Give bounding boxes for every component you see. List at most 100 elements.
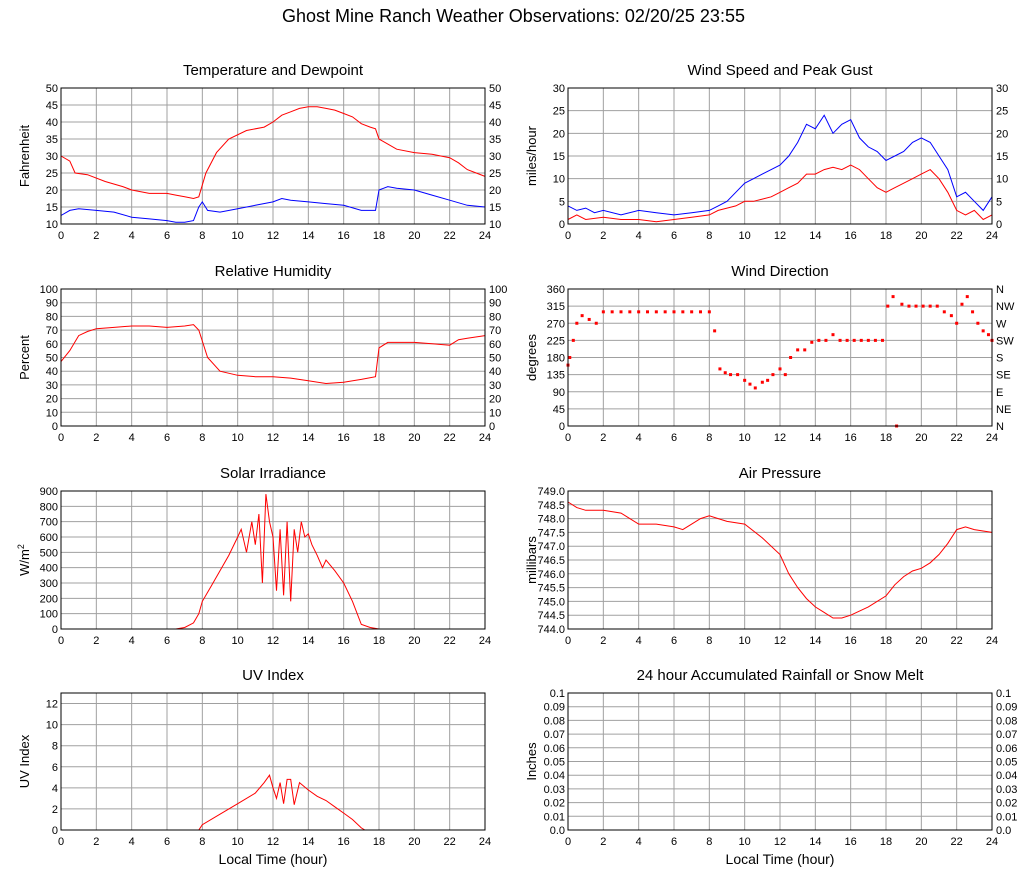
rain-y-tick-label: 0.06 <box>544 743 565 755</box>
temp-right-tick-label: 15 <box>489 202 501 214</box>
rain-y-tick-label: 0.01 <box>544 811 565 823</box>
wdir-x-tick-label: 14 <box>809 432 821 444</box>
wind-right-tick-label: 0 <box>996 219 1002 231</box>
wdir-point <box>859 338 863 342</box>
wind-right-tick-label: 5 <box>996 196 1002 208</box>
wdir-point <box>965 295 969 299</box>
wdir-point <box>587 317 591 321</box>
solar-x-tick-label: 6 <box>164 635 170 647</box>
wind-x-tick-label: 20 <box>915 230 927 242</box>
pressure-x-tick-label: 6 <box>671 635 677 647</box>
wind-series-red-line <box>567 164 993 223</box>
rain-right-tick-label: 0.06 <box>996 743 1017 755</box>
rain-x-axis-label: Local Time (hour) <box>726 851 835 867</box>
temp-right-tick-label: 30 <box>489 151 501 163</box>
wind-right-tick-label: 25 <box>996 106 1008 118</box>
solar-x-tick-label: 20 <box>408 635 420 647</box>
rh-right-tick-label: 50 <box>489 353 501 365</box>
uv-y-tick-label: 8 <box>52 741 58 753</box>
pressure-y-tick-label: 748.0 <box>537 514 565 526</box>
wdir-x-tick-label: 2 <box>600 432 606 444</box>
wdir-point <box>723 371 727 375</box>
solar-y-tick-label: 500 <box>40 547 58 559</box>
rh-right-tick-label: 70 <box>489 325 501 337</box>
rh-y-tick-label: 40 <box>46 366 58 378</box>
wind-x-tick-label: 6 <box>671 230 677 242</box>
temp-y-tick-label: 20 <box>46 185 58 197</box>
rain-x-tick-label: 22 <box>951 836 963 848</box>
wdir-right-tick-label: W <box>996 318 1007 330</box>
wdir-point <box>866 338 870 342</box>
wdir-x-tick-label: 4 <box>636 432 642 444</box>
rh-y-tick-label: 0 <box>52 421 58 433</box>
wdir-right-tick-label: N <box>996 284 1004 296</box>
pressure-y-tick-label: 749.0 <box>537 486 565 498</box>
wdir-point <box>619 310 623 314</box>
wind-right-tick-label: 15 <box>996 151 1008 163</box>
wdir-point <box>681 310 685 314</box>
temp-y-tick-label: 40 <box>46 117 58 129</box>
uv-x-tick-label: 10 <box>232 836 244 848</box>
pressure-x-tick-label: 2 <box>600 635 606 647</box>
temp-x-tick-label: 2 <box>93 230 99 242</box>
wdir-point <box>960 302 964 306</box>
pressure-y-tick-label: 746.5 <box>537 555 565 567</box>
uv-x-tick-label: 22 <box>444 836 456 848</box>
temp-y-axis-label: Fahrenheit <box>17 125 32 188</box>
temp-right-tick-label: 10 <box>489 219 501 231</box>
rh-y-tick-label: 10 <box>46 407 58 419</box>
uv-x-tick-label: 14 <box>302 836 314 848</box>
rain-right-tick-label: 0.01 <box>996 811 1017 823</box>
temp-x-tick-label: 20 <box>408 230 420 242</box>
wdir-point <box>568 356 572 359</box>
wdir-point <box>743 378 747 382</box>
wdir-point <box>778 367 782 371</box>
rain-right-tick-label: 0.05 <box>996 757 1017 769</box>
wdir-point <box>699 310 702 314</box>
wdir-point <box>783 373 787 377</box>
solar-x-tick-label: 16 <box>338 635 350 647</box>
wdir-point <box>900 302 904 306</box>
temp-x-tick-label: 4 <box>129 230 135 242</box>
wdir-point <box>760 380 764 384</box>
wdir-point <box>935 304 939 308</box>
wdir-point <box>580 314 584 318</box>
wind-right-tick-label: 10 <box>996 174 1008 186</box>
rh-series-red-line <box>60 324 486 385</box>
wdir-point <box>955 321 959 325</box>
pressure-x-tick-label: 12 <box>774 635 786 647</box>
pressure-x-tick-label: 14 <box>809 635 821 647</box>
rh-y-tick-label: 20 <box>46 394 58 406</box>
wdir-point <box>838 338 842 342</box>
rh-x-tick-label: 6 <box>164 432 170 444</box>
temp-right-tick-label: 35 <box>489 134 501 146</box>
pressure-plot-frame <box>567 490 993 630</box>
wdir-point <box>575 321 579 325</box>
wind-y-axis-label: miles/hour <box>524 125 539 186</box>
wdir-point <box>672 310 676 314</box>
temp-right-tick-label: 45 <box>489 100 501 112</box>
pressure-x-tick-label: 20 <box>915 635 927 647</box>
wdir-point <box>796 348 800 352</box>
solar-y-tick-label: 300 <box>40 578 58 590</box>
wdir-point <box>736 373 740 377</box>
temp-right-tick-label: 50 <box>489 83 501 95</box>
rain-right-tick-label: 0.03 <box>996 784 1017 796</box>
rh-right-tick-label: 100 <box>489 284 507 296</box>
temp-right-tick-label: 40 <box>489 117 501 129</box>
wind-x-tick-label: 2 <box>600 230 606 242</box>
temp-x-tick-label: 8 <box>199 230 205 242</box>
pressure-y-tick-label: 744.0 <box>537 624 565 636</box>
rh-x-tick-label: 22 <box>444 432 456 444</box>
rain-y-tick-label: 0.05 <box>544 757 565 769</box>
wdir-point <box>949 314 953 318</box>
wind-right-tick-label: 30 <box>996 83 1008 95</box>
wdir-right-tick-label: S <box>996 353 1003 365</box>
temp-y-tick-label: 45 <box>46 100 58 112</box>
wdir-point <box>601 310 605 314</box>
rain-x-tick-label: 18 <box>880 836 892 848</box>
uv-y-tick-label: 0 <box>52 825 58 837</box>
wind-y-tick-label: 30 <box>553 83 565 95</box>
temp-series-red-line <box>60 106 486 200</box>
wdir-point <box>921 304 925 308</box>
